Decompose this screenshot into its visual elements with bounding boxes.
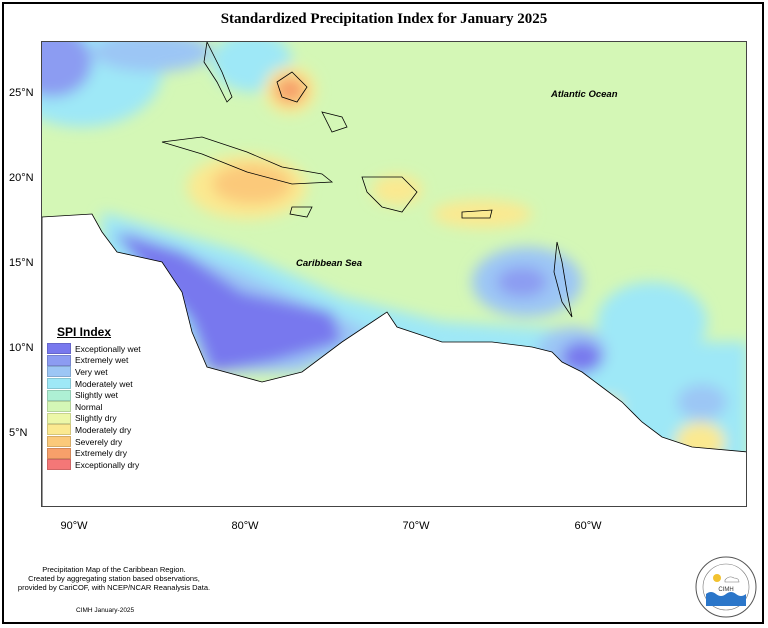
atlantic-ocean-label: Atlantic Ocean [551, 89, 618, 100]
lon-tick: 70°W [402, 520, 430, 532]
legend-label: Extremely dry [75, 448, 127, 459]
legend-swatch [47, 401, 71, 413]
footer-line: Created by aggregating station based obs… [28, 574, 200, 583]
legend-item: Very wet [47, 366, 141, 378]
map-title: Standardized Precipitation Index for Jan… [220, 11, 548, 27]
legend-swatch [47, 354, 71, 366]
legend-title: SPI Index [57, 325, 112, 339]
legend-item: Normal [47, 401, 141, 413]
legend-item: Moderately wet [47, 378, 141, 390]
legend-label: Severely dry [75, 436, 123, 447]
legend-swatch [47, 459, 71, 471]
land-mass [42, 213, 746, 506]
lat-tick: 10°N [9, 342, 34, 354]
logo-text: CIMH [718, 587, 733, 593]
legend-swatch [47, 436, 71, 448]
sun-icon [713, 574, 721, 582]
footer-line: Precipitation Map of the Caribbean Regio… [42, 565, 186, 574]
legend-swatch [47, 378, 71, 390]
legend-item: Slightly dry [47, 412, 141, 425]
lon-tick: 90°W [60, 520, 88, 532]
caribbean-sea-label: Caribbean Sea [296, 258, 362, 269]
legend-swatch [47, 424, 71, 436]
legend-label: Exceptionally wet [75, 343, 141, 354]
legend-item: Exceptionally wet [47, 343, 141, 355]
map-area [41, 41, 747, 507]
lat-tick: 20°N [9, 172, 34, 184]
legend-item: Slightly wet [47, 389, 141, 401]
legend-swatch [47, 343, 71, 355]
legend-swatch [47, 412, 71, 424]
legend-item: Severely dry [47, 436, 141, 448]
lat-tick: 15°N [9, 257, 34, 269]
lat-tick: 5°N [9, 427, 28, 439]
spi-map-graphic [42, 42, 746, 506]
legend-swatch [47, 447, 71, 459]
legend-label: Slightly dry [75, 413, 117, 424]
legend-swatch [47, 389, 71, 401]
spi-legend: SPI Index Exceptionally wet Extremely wet… [47, 325, 141, 471]
lon-tick: 80°W [231, 520, 259, 532]
footer-line: provided by CariCOF, with NCEP/NCAR Rean… [17, 583, 211, 592]
lon-tick: 60°W [574, 520, 602, 532]
footer-description: Precipitation Map of the Caribbean Regio… [14, 565, 214, 592]
cimh-logo: CIMH [695, 556, 757, 618]
wave-icon [706, 592, 746, 606]
legend-label: Extremely wet [75, 355, 129, 366]
legend-label: Moderately dry [75, 424, 132, 435]
legend-label: Exceptionally dry [75, 459, 140, 470]
legend-item: Extremely wet [47, 354, 141, 367]
legend-item: Extremely dry [47, 447, 141, 459]
legend-label: Moderately wet [75, 378, 133, 389]
legend-label: Slightly wet [75, 390, 118, 401]
legend-item: Exceptionally dry [47, 459, 141, 471]
footer-credit: CIMH January-2025 [76, 607, 135, 614]
legend-swatch [47, 366, 71, 378]
legend-item: Moderately dry [47, 424, 141, 436]
legend-label: Very wet [75, 366, 108, 377]
lat-tick: 25°N [9, 87, 34, 99]
cloud-icon [724, 576, 740, 583]
legend-label: Normal [75, 401, 103, 412]
island-outlines [161, 42, 573, 318]
